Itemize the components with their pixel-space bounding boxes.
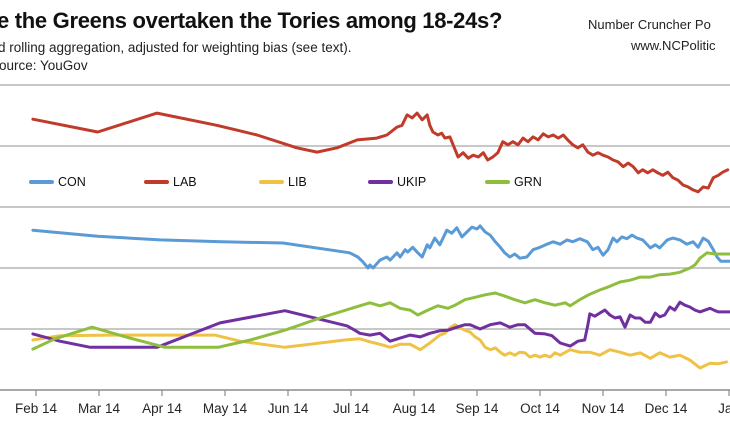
- legend-label-grn: GRN: [514, 175, 542, 189]
- series-line-lib: [31, 323, 728, 370]
- legend-swatch-ukip: [368, 180, 393, 184]
- brand-url: www.NCPolitic: [631, 38, 716, 53]
- series-line-lab: [31, 111, 730, 194]
- legend-item-lib: LIB: [259, 174, 307, 190]
- x-axis-label: Sep 14: [456, 401, 499, 416]
- legend-item-ukip: UKIP: [368, 174, 426, 190]
- x-axis-label: Mar 14: [78, 401, 121, 416]
- x-axis-label: Dec 14: [645, 401, 688, 416]
- legend-swatch-lab: [144, 180, 169, 184]
- source-note: ource: YouGov: [0, 58, 88, 73]
- chart-title: e the Greens overtaken the Tories among …: [0, 8, 503, 33]
- legend-item-lab: LAB: [144, 174, 197, 190]
- x-axis-label: Jan: [718, 401, 730, 416]
- series-line-con: [31, 224, 730, 270]
- legend-label-con: CON: [58, 175, 86, 189]
- x-axis-label: Nov 14: [582, 401, 625, 416]
- x-axis-label: Oct 14: [520, 401, 560, 416]
- x-axis-label: Jun 14: [268, 401, 309, 416]
- legend-item-grn: GRN: [485, 174, 542, 190]
- series-line-grn: [31, 251, 730, 351]
- legend-swatch-lib: [259, 180, 284, 184]
- x-axis-label: Apr 14: [142, 401, 182, 416]
- legend-label-lib: LIB: [288, 175, 307, 189]
- legend-item-con: CON: [29, 174, 86, 190]
- chart-subtitle: d rolling aggregation, adjusted for weig…: [0, 40, 352, 55]
- x-axis-label: Aug 14: [393, 401, 436, 416]
- series-line-ukip: [31, 300, 730, 349]
- x-axis-label: Feb 14: [15, 401, 58, 416]
- legend-label-lab: LAB: [173, 175, 197, 189]
- legend-swatch-grn: [485, 180, 510, 184]
- legend-swatch-con: [29, 180, 54, 184]
- brand-name: Number Cruncher Po: [588, 17, 711, 32]
- x-axis-label: Jul 14: [333, 401, 370, 416]
- x-axis-label: May 14: [203, 401, 248, 416]
- legend-label-ukip: UKIP: [397, 175, 427, 189]
